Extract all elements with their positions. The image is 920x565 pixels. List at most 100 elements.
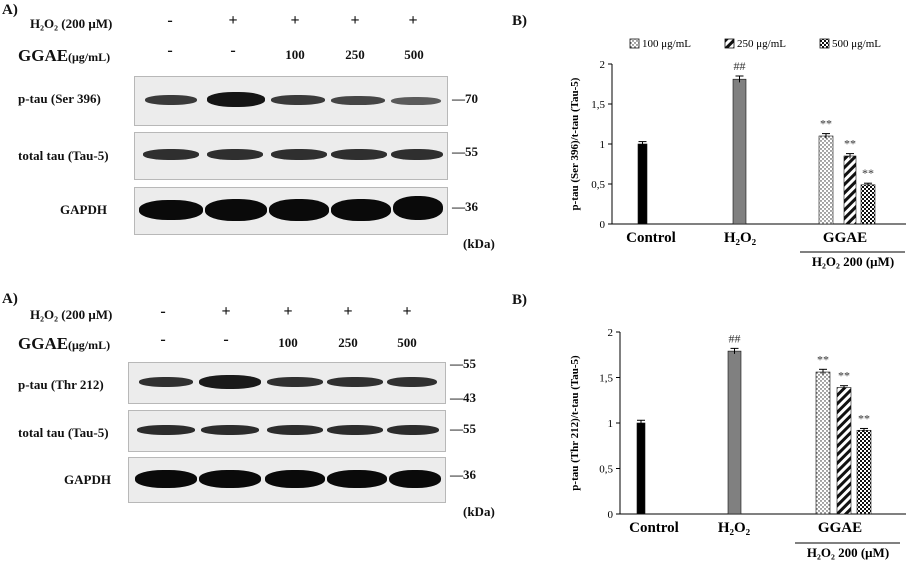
bottom-blot-ptau <box>128 362 446 404</box>
top-h2o2-sign-2: + <box>228 12 238 29</box>
band <box>269 199 329 221</box>
band <box>265 470 325 488</box>
bottom-ggae-conc-500: 500 <box>397 335 417 350</box>
bottom-chart-y-axis-label: p-tau (Thr 212)/t-tau (Tau-5) <box>569 355 581 491</box>
band <box>139 377 193 387</box>
bottom-ggae-sign-1: - <box>160 331 166 348</box>
bottom-chart-group-sublabel: H₂O₂ 200 (μM) <box>807 545 889 560</box>
band <box>139 200 203 220</box>
top-chart-significance-mark: ** <box>820 117 832 131</box>
bottom-chart-group-label: GGAE <box>818 520 862 536</box>
top-mw-total-tau: —55 <box>452 144 478 159</box>
bottom-h2o2-sign-5: + <box>402 303 412 320</box>
bottom-blot-gapdh <box>128 457 446 503</box>
bottom-h2o2-sign-1: - <box>160 303 166 320</box>
band <box>137 425 195 435</box>
band <box>391 149 443 160</box>
band <box>267 377 323 387</box>
top-ggae-unit: (μg/mL) <box>68 50 111 64</box>
top-mw-gapdh: —36 <box>452 199 478 214</box>
top-h2o2-sign-1: - <box>167 12 173 29</box>
top-ggae-label: GGAE <box>18 46 69 65</box>
bottom-chart-group-label: H₂O₂ <box>718 520 751 536</box>
top-h2o2-sign-3: + <box>290 12 300 29</box>
band <box>387 425 439 435</box>
bottom-blot-label-total-tau: total tau (Tau-5) <box>18 425 109 440</box>
top-panel-b-letter: B) <box>512 13 527 29</box>
top-chart-legend-swatch <box>629 38 640 49</box>
top-chart-group-label: H₂O₂ <box>724 230 757 246</box>
top-blot-total-tau <box>134 132 448 180</box>
bottom-h2o2-sign-3: + <box>283 303 293 320</box>
top-blot-gapdh <box>134 187 448 235</box>
top-blot-label-gapdh: GAPDH <box>60 202 107 217</box>
bottom-chart-bar <box>636 422 646 515</box>
bottom-ggae-conc-250: 250 <box>338 335 358 350</box>
bottom-chart-significance-mark: ** <box>817 352 829 366</box>
bottom-ggae-unit: (μg/mL) <box>68 338 111 352</box>
bottom-panel-b-letter: B) <box>512 292 527 308</box>
top-chart-y-tick-label: 2 <box>600 59 606 71</box>
band <box>143 149 199 160</box>
top-chart-legend-label: 250 μg/mL <box>737 38 786 50</box>
top-chart-group-label: Control <box>626 230 676 246</box>
top-chart-y-tick-label: 1 <box>600 139 606 151</box>
bottom-chart-y-tick-label: 2 <box>608 327 614 339</box>
bottom-kda-label: (kDa) <box>463 504 495 519</box>
top-blot-label-total-tau: total tau (Tau-5) <box>18 148 109 163</box>
top-ggae-conc-100: 100 <box>285 47 305 62</box>
top-chart-significance-mark: ** <box>844 137 856 151</box>
top-chart-legend-swatch <box>819 38 830 49</box>
bottom-ggae-conc-100: 100 <box>278 335 298 350</box>
bottom-chart-y-tick-label: 0 <box>608 509 614 521</box>
top-chart-bar <box>843 155 857 225</box>
top-ggae-sign-2: - <box>230 42 236 59</box>
bottom-chart-significance-mark: ## <box>729 331 741 345</box>
band <box>271 95 325 105</box>
bottom-chart-y-tick-label: 1 <box>608 418 614 430</box>
band <box>201 425 259 435</box>
top-chart-bar <box>860 184 876 225</box>
bottom-h2o2-sign-4: + <box>343 303 353 320</box>
top-ggae-sign-1: - <box>167 42 173 59</box>
top-ggae-conc-500: 500 <box>404 47 424 62</box>
top-chart-bar <box>818 135 834 225</box>
bottom-chart-bar <box>836 387 852 515</box>
band <box>207 149 263 160</box>
band <box>267 425 323 435</box>
top-h2o2-label: H₂O₂ (200 μM) <box>30 16 113 31</box>
bottom-mw-total-tau: —55 <box>450 421 476 436</box>
bottom-chart-bar <box>856 429 872 515</box>
bottom-ggae-label: GGAE <box>18 334 69 353</box>
top-blot-ptau <box>134 76 448 126</box>
top-chart-legend-label: 100 μg/mL <box>642 38 691 50</box>
bottom-mw-ptau-bottom: —43 <box>450 390 476 405</box>
top-blot-label-ptau: p-tau (Ser 396) <box>18 91 101 106</box>
bottom-chart-bar <box>815 371 831 515</box>
bottom-chart-significance-mark: ** <box>858 411 870 425</box>
bottom-blot-total-tau <box>128 410 446 452</box>
top-chart-y-axis-label: p-tau (Ser 396)/t-tau (Tau-5) <box>569 77 581 210</box>
top-chart-significance-mark: ** <box>862 166 874 180</box>
band <box>389 470 441 488</box>
bottom-ggae-sign-2: - <box>223 331 229 348</box>
band <box>331 199 391 221</box>
top-chart-significance-mark: ## <box>734 59 746 73</box>
top-chart-legend-label: 500 μg/mL <box>832 38 881 50</box>
band <box>207 92 265 107</box>
band <box>145 95 197 105</box>
bottom-chart-bar <box>727 350 742 515</box>
bottom-chart-y-tick-label: 0,5 <box>599 464 613 476</box>
top-ggae-conc-250: 250 <box>345 47 365 62</box>
band <box>135 470 197 488</box>
bottom-chart-group-label: Control <box>629 520 679 536</box>
bottom-mw-gapdh: —36 <box>450 467 476 482</box>
top-kda-label: (kDa) <box>463 236 495 251</box>
band <box>331 96 385 105</box>
band <box>271 149 327 160</box>
band <box>393 196 443 220</box>
top-chart-group-label: GGAE <box>823 230 867 246</box>
bottom-blot-label-ptau: p-tau (Thr 212) <box>18 377 104 392</box>
band <box>327 377 383 387</box>
